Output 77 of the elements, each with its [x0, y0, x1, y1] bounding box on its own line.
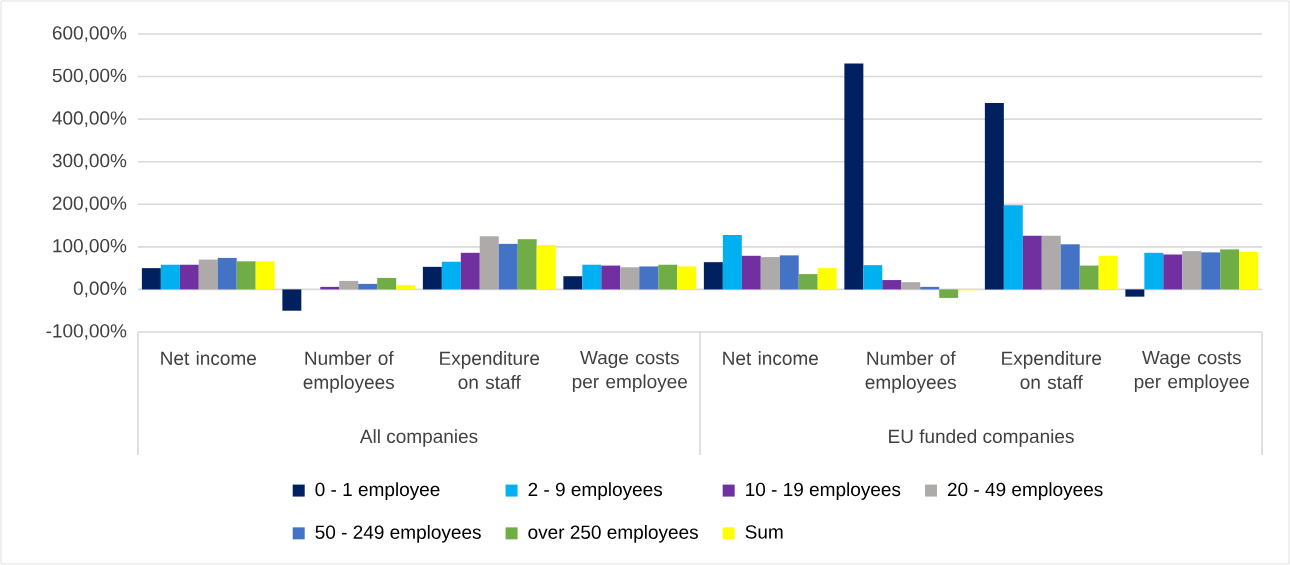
y-tick-label: 100,00% [53, 239, 127, 255]
bar [1182, 251, 1202, 290]
y-tick-label: 400,00% [52, 111, 127, 128]
bar [498, 243, 518, 290]
bar [396, 285, 416, 290]
bar [339, 280, 359, 290]
bar [620, 267, 640, 290]
bar [536, 245, 556, 290]
bar [358, 283, 378, 290]
bar [639, 266, 659, 290]
bar [844, 63, 864, 290]
bar [1239, 251, 1259, 290]
bar [601, 265, 621, 290]
bar [779, 255, 799, 290]
bar [1098, 255, 1118, 290]
bar [1060, 244, 1080, 290]
y-tick-label: 300,00% [52, 153, 127, 170]
bar [160, 264, 180, 290]
y-tick-label: 200,00% [52, 196, 127, 213]
bar [677, 266, 697, 290]
bar [422, 266, 442, 290]
bar [901, 282, 921, 290]
y-tick-label: 500,00% [52, 68, 127, 85]
y-tick-label: -100,00% [46, 324, 127, 340]
x-tick-label: Net income [161, 351, 256, 366]
bar [441, 261, 461, 290]
x-tick-label: Number of employees [303, 351, 394, 393]
bar [1125, 289, 1145, 297]
legend-label: over 250 employees [528, 524, 698, 543]
y-tick-label: 0,00% [73, 281, 127, 298]
bar [984, 102, 1004, 290]
bar [1220, 249, 1240, 290]
legend-label: 20 - 49 employees [947, 482, 1103, 500]
bar [179, 264, 199, 290]
legend-label: 10 - 19 employees [746, 482, 901, 500]
bar [563, 276, 583, 290]
legend-label: Sum [745, 525, 783, 539]
bar [255, 261, 275, 290]
text: EU funded companies [889, 429, 1074, 447]
bar [479, 236, 499, 290]
bar [658, 264, 678, 290]
bar [198, 259, 218, 290]
bar [863, 265, 883, 290]
bar [1201, 252, 1221, 290]
y-tick-label: 600,00% [52, 26, 127, 42]
bar [217, 257, 237, 290]
bar [236, 261, 256, 290]
bar [582, 264, 602, 290]
text: All companies [359, 429, 478, 447]
x-tick-label: Net income [723, 351, 818, 366]
x-tick-label: Wage costs per employee [1134, 351, 1249, 393]
bar [1079, 265, 1099, 290]
bar [817, 268, 837, 290]
x-tick-label: Wage costs per employee [572, 351, 687, 393]
bar [1041, 235, 1061, 290]
bar [460, 252, 480, 290]
bar [882, 280, 902, 290]
legend-label: 2 - 9 employees [528, 482, 663, 500]
x-tick-label: Expenditure on staff [1002, 351, 1102, 390]
bar [377, 277, 397, 290]
bar [703, 262, 723, 290]
bar [1144, 252, 1164, 290]
bar [1163, 254, 1183, 290]
x-tick-label: Expenditure on staff [440, 351, 540, 390]
legend-label: 50 - 249 employees [315, 524, 481, 543]
bar [722, 234, 742, 290]
bar [939, 289, 959, 298]
x-tick-label: Number of employees [865, 351, 956, 393]
bar [741, 255, 761, 290]
bar [760, 257, 780, 290]
bar [517, 239, 537, 290]
bar [1003, 205, 1023, 290]
bar [1022, 235, 1042, 290]
bar [282, 289, 302, 311]
bar [798, 274, 818, 290]
bar [141, 268, 161, 290]
legend-label: 0 - 1 employee [315, 482, 440, 500]
